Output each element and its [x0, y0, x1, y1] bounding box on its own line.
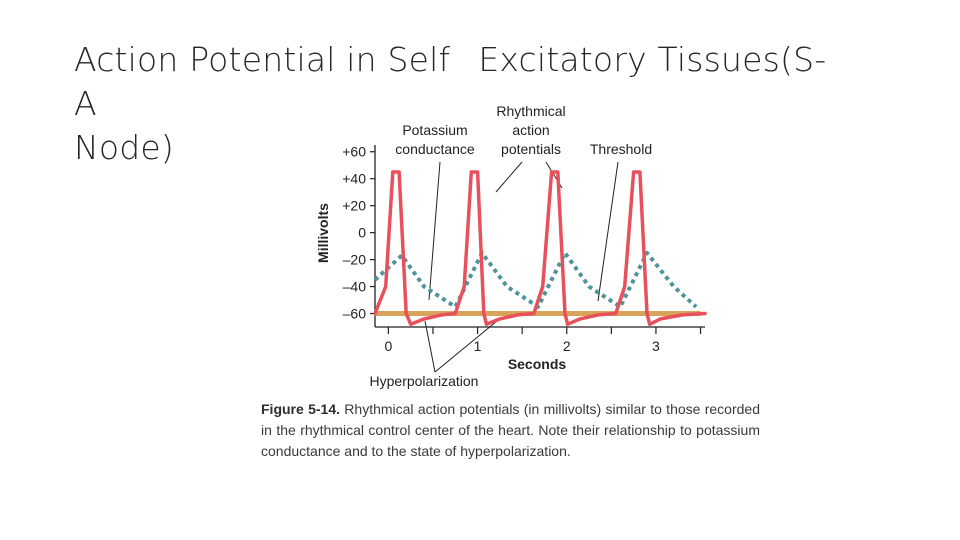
- y-tick-label: –20: [343, 252, 367, 268]
- y-tick-label: +20: [342, 198, 366, 214]
- y-tick-label: +60: [342, 144, 366, 160]
- x-tick-label: 3: [652, 338, 660, 354]
- series-potassium-conductance: [373, 250, 698, 309]
- x-tick-label: 2: [563, 338, 571, 354]
- caption-text: Rhythmical action potentials (in millivo…: [261, 401, 760, 459]
- annotation-layer: Potassium conductance Rhythmical action …: [370, 103, 653, 389]
- annotation-rhythmical-line2: action: [512, 122, 549, 138]
- y-tick-label: 0: [358, 225, 366, 241]
- annotation-rhythmical-line3: potentials: [501, 141, 561, 157]
- axes: +60 +40 +20 0 –20 –40 –60 0 1 2 3: [342, 144, 705, 354]
- y-tick-label: +40: [342, 171, 366, 187]
- series-action-potential: [373, 170, 707, 327]
- action-potential-chart: Potassium conductance Rhythmical action …: [315, 103, 707, 389]
- figure-label: Figure 5-14.: [261, 401, 340, 417]
- plot-area: [373, 170, 707, 327]
- annotation-threshold: Threshold: [590, 141, 652, 157]
- leader-threshold: [597, 161, 619, 302]
- annotation-rhythmical-line1: Rhythmical: [496, 103, 565, 119]
- annotation-hyperpolarization: Hyperpolarization: [370, 373, 479, 389]
- slide-title-part2: Excitatory Tissues(S-A: [74, 40, 827, 123]
- leader-rhythmical-left: [495, 161, 523, 193]
- slide-title: Action Potential in Self Excitatory Tissu…: [74, 38, 834, 170]
- x-tick-label: 1: [474, 338, 482, 354]
- y-tick-label: –40: [343, 279, 367, 295]
- y-tick-label: –60: [343, 306, 367, 322]
- slide-title-part1: Action Potential in Self: [74, 40, 451, 79]
- figure-caption: Figure 5-14. Rhythmical action potential…: [261, 399, 760, 462]
- leader-hyperpolarization-left: [424, 320, 436, 373]
- x-axis-label: Seconds: [508, 356, 567, 372]
- annotation-potassium-line2: conductance: [395, 141, 475, 157]
- x-tick-label: 0: [384, 338, 392, 354]
- y-axis-label: Millivolts: [315, 203, 331, 263]
- annotation-potassium-line1: Potassium: [402, 122, 467, 138]
- leader-hyperpolarization-right: [434, 320, 498, 373]
- slide-title-line2: Node): [74, 128, 174, 167]
- leader-potassium: [428, 161, 441, 301]
